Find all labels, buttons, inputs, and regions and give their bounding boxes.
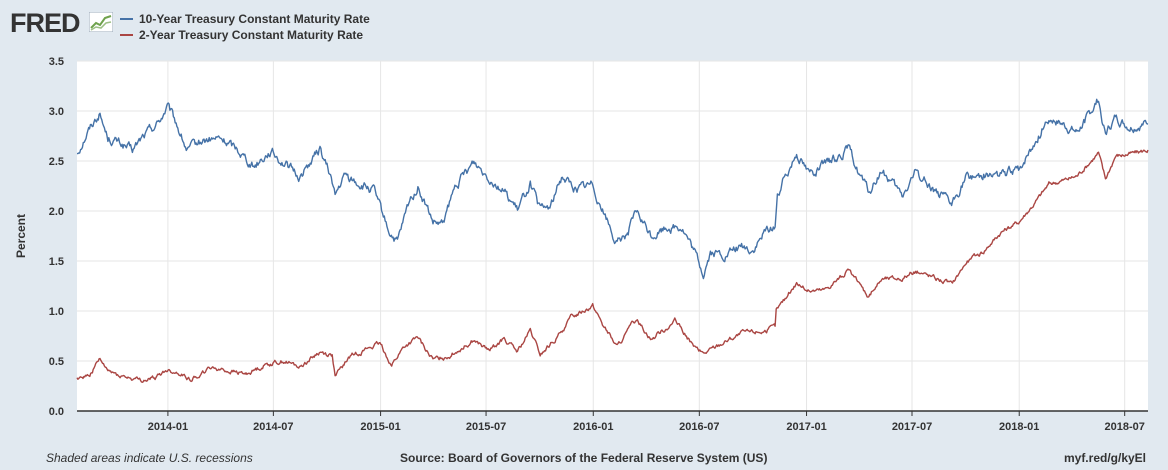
x-tick-label: 2018-07 [1105,421,1145,433]
fred-logo: FRED [10,8,80,38]
y-tick-label: 0.5 [49,356,64,368]
y-tick-label: 3.0 [49,106,64,118]
x-tick-label: 2014-07 [253,421,293,433]
legend-item-2y[interactable]: 2-Year Treasury Constant Maturity Rate [120,27,363,43]
fred-logo-text: FRED [10,8,80,38]
x-tick-label: 2016-07 [679,421,719,433]
legend-label-2y: 2-Year Treasury Constant Maturity Rate [139,28,364,42]
x-tick-label: 2015-07 [466,421,506,433]
legend-swatch-2y [120,34,133,36]
y-tick-label: 0.0 [49,406,64,418]
y-tick-label: 2.5 [49,156,64,168]
series-layer [76,98,1149,383]
y-tick-label: 2.0 [49,206,64,218]
x-tick-label: 2017-01 [786,421,826,433]
x-tick-label: 2014-01 [148,421,188,433]
legend-swatch-10y [120,18,133,20]
legend-label-10y: 10-Year Treasury Constant Maturity Rate [139,12,370,26]
axes: 0.0 0.5 1.0 1.5 2.0 2.5 3.0 3.5 2014-01 2014-07 20… [49,56,1148,433]
footer-source: Source: Board of Governors of the Federa… [400,451,768,465]
y-tick-label: 3.5 [49,56,64,68]
series-line-10y [77,98,1149,280]
footer-short-link[interactable]: myf.red/g/kyEl [1063,451,1146,465]
fred-logo-graph-icon [89,12,113,32]
legend-item-10y[interactable]: 10-Year Treasury Constant Maturity Rate [120,11,370,27]
x-tick-label: 2017-07 [892,421,932,433]
x-tick-label: 2015-01 [360,421,400,433]
y-tick-label: 1.0 [49,306,64,318]
series-line-2y [76,149,1149,383]
x-tick-label: 2018-01 [999,421,1039,433]
y-axis-title: Percent [14,214,28,258]
footer-recessions-note: Shaded areas indicate U.S. recessions [46,451,253,465]
x-tick-label: 2016-01 [573,421,613,433]
y-tick-label: 1.5 [49,256,64,268]
